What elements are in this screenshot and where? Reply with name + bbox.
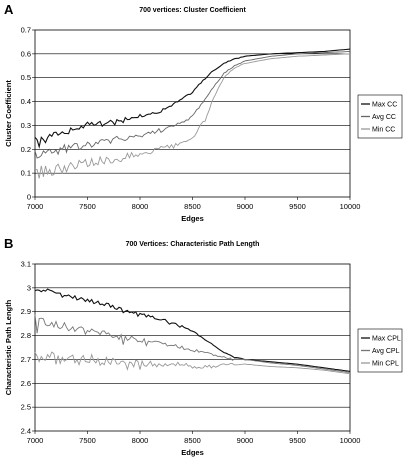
panel-label: B <box>4 236 13 251</box>
panel-label: A <box>4 2 14 17</box>
y-tick-label: 0 <box>27 193 31 202</box>
y-tick-label: 0.5 <box>21 73 31 82</box>
chart-a: A 700 vertices: Cluster Coefficient 0 0.1 0.… <box>4 2 403 223</box>
x-axis-title: Edges <box>181 214 204 223</box>
x-tick-label: 9000 <box>237 436 254 445</box>
x-tick-label: 7500 <box>79 202 96 211</box>
x-tick-label: 8500 <box>184 202 201 211</box>
series-line-avg-cc <box>34 51 351 159</box>
y-tick-label: 3.1 <box>21 260 31 269</box>
y-tick-label: 2.8 <box>21 331 31 340</box>
legend: Max CC Avg CC Min CC <box>357 94 403 139</box>
y-tick-label: 0.2 <box>21 145 31 154</box>
plot-area <box>34 29 351 198</box>
x-tick-label: 9500 <box>289 202 306 211</box>
y-tick-label: 0.6 <box>21 49 31 58</box>
y-axis-title: Characteristic Path Length <box>4 299 13 395</box>
chart-title: 700 Vertices: Characteristic Path Length <box>126 241 260 248</box>
x-tick-label: 7000 <box>27 202 44 211</box>
y-tick-label: 0.3 <box>21 121 31 130</box>
x-tick-label: 7500 <box>79 436 96 445</box>
x-tick-label: 8500 <box>184 436 201 445</box>
legend-label: Avg CC <box>372 114 396 121</box>
x-tick-label: 8000 <box>132 436 149 445</box>
x-tick-label: 10000 <box>340 436 361 445</box>
y-tick-label: 2.7 <box>21 355 31 364</box>
y-tick-label: 3 <box>27 283 31 292</box>
legend-label: Max CPL <box>372 336 401 343</box>
x-axis-title: Edges <box>181 448 204 457</box>
series-line-min-cc <box>34 53 351 179</box>
x-tick-label: 9000 <box>237 202 254 211</box>
series-line-avg-cpl <box>34 314 351 373</box>
y-tick-label: 0.1 <box>21 169 31 178</box>
y-tick-label: 2.4 <box>21 427 31 436</box>
plot-area <box>34 263 351 432</box>
y-tick-label: 2.5 <box>21 403 31 412</box>
x-tick-label: 7000 <box>27 436 44 445</box>
y-tick-label: 0.4 <box>21 97 31 106</box>
x-tick-label: 10000 <box>340 202 361 211</box>
series-line-max-cpl <box>34 288 351 372</box>
chart-title: 700 vertices: Cluster Coefficient <box>139 7 246 14</box>
legend-label: Avg CPL <box>372 348 400 355</box>
chart-b: B 700 Vertices: Characteristic Path Lengt… <box>4 236 403 457</box>
x-tick-label: 9500 <box>289 436 306 445</box>
y-axis-title: Cluster Coefficient <box>4 80 13 147</box>
x-tick-label: 8000 <box>132 202 149 211</box>
y-tick-label: 2.6 <box>21 379 31 388</box>
series-line-min-cpl <box>34 351 351 375</box>
legend-label: Min CPL <box>372 361 399 368</box>
legend: Max CPL Avg CPL Min CPL <box>357 328 403 373</box>
series-line-max-cc <box>34 48 351 149</box>
legend-label: Max CC <box>372 102 397 109</box>
y-tick-label: 0.7 <box>21 26 31 35</box>
y-tick-label: 2.9 <box>21 307 31 316</box>
legend-label: Min CC <box>372 127 395 134</box>
